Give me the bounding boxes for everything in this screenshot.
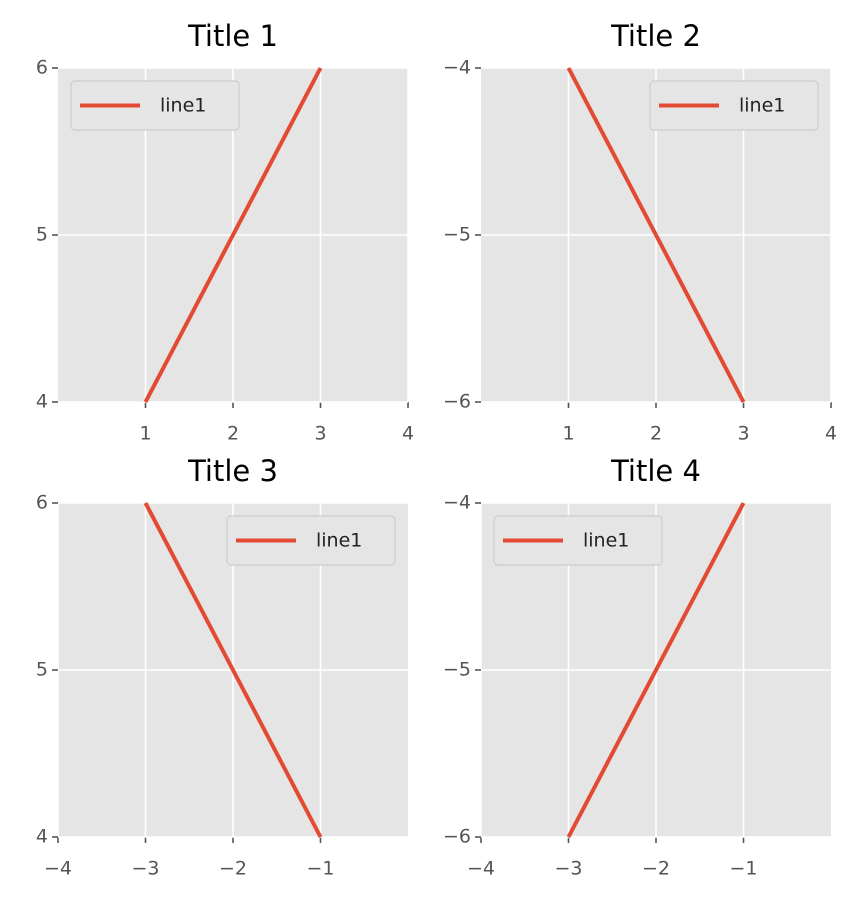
chart-title: Title 4	[610, 454, 701, 488]
x-tick-label: −1	[729, 858, 757, 880]
y-tick-label: 5	[36, 224, 48, 246]
chart-title: Title 2	[610, 19, 701, 53]
y-tick-label: −4	[443, 492, 471, 514]
x-tick-label: −1	[306, 858, 334, 880]
legend-label: line1	[316, 530, 362, 552]
x-tick-label: 1	[562, 423, 574, 445]
y-tick-label: −5	[443, 659, 471, 681]
x-tick-label: 3	[314, 423, 326, 445]
data-line	[566, 502, 746, 838]
x-tick-label: −4	[44, 858, 72, 880]
x-tick-label: −3	[554, 858, 582, 880]
chart-title: Title 1	[187, 19, 278, 53]
x-tick-label: 2	[650, 423, 662, 445]
legend-label: line1	[160, 95, 206, 117]
y-tick-label: −6	[443, 391, 471, 413]
x-tick-label: −3	[131, 858, 159, 880]
chart-title: Title 3	[187, 454, 278, 488]
x-tick-label: 2	[227, 423, 239, 445]
x-tick-label: −2	[219, 858, 247, 880]
y-tick-label: 5	[36, 659, 48, 681]
y-tick-label: 6	[36, 57, 48, 79]
x-tick-label: 4	[402, 423, 414, 445]
legend-label: line1	[583, 530, 629, 552]
y-tick-label: −5	[443, 224, 471, 246]
y-tick-label: 4	[36, 826, 48, 848]
data-line	[143, 502, 323, 838]
data-line	[566, 67, 746, 403]
legend-box	[226, 515, 396, 566]
x-tick-label: 1	[139, 423, 151, 445]
legend-box	[493, 515, 663, 566]
legend-box	[649, 80, 819, 131]
legend-box	[70, 80, 240, 131]
y-tick-label: −4	[443, 57, 471, 79]
y-tick-label: 6	[36, 492, 48, 514]
x-tick-label: −2	[642, 858, 670, 880]
x-tick-label: 3	[737, 423, 749, 445]
x-tick-label: 4	[825, 423, 837, 445]
x-tick-label: −4	[467, 858, 495, 880]
y-tick-label: 4	[36, 391, 48, 413]
legend-label: line1	[739, 95, 785, 117]
y-tick-label: −6	[443, 826, 471, 848]
data-line	[143, 67, 323, 403]
